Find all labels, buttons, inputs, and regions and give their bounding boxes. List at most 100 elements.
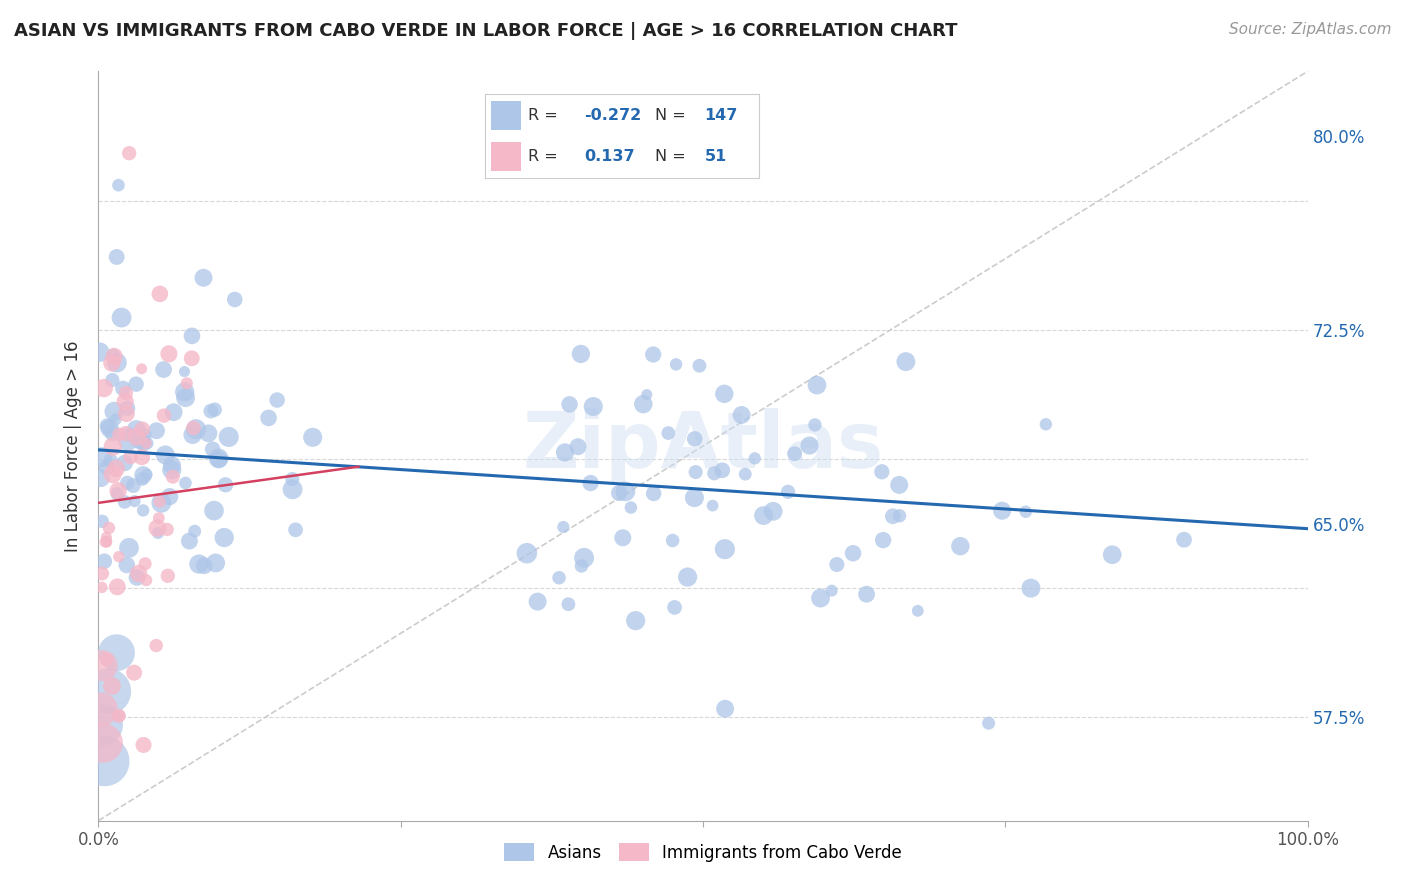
Point [200, 404, 222, 418]
Text: 147: 147 [704, 108, 738, 123]
Point [711, 463, 734, 477]
Point [114, 426, 136, 441]
Point [174, 391, 197, 405]
Point [93, 754, 115, 768]
Point [91, 736, 114, 750]
Point [804, 417, 827, 432]
Point [128, 566, 150, 581]
Point [714, 702, 737, 716]
Point [101, 467, 124, 482]
Point [146, 521, 169, 535]
Point [100, 453, 122, 467]
Point [108, 708, 131, 723]
Point [810, 591, 832, 605]
Text: -0.272: -0.272 [583, 108, 641, 123]
Point [149, 494, 172, 508]
Point [612, 531, 634, 545]
Point [218, 430, 240, 444]
Point [96, 535, 118, 549]
Point [101, 426, 124, 441]
Y-axis label: In Labor Force | Age > 16: In Labor Force | Age > 16 [63, 340, 82, 552]
Point [104, 354, 127, 368]
Point [257, 410, 280, 425]
Point [977, 716, 1000, 731]
Text: N =: N = [655, 149, 690, 164]
Point [153, 409, 176, 423]
Point [107, 483, 129, 498]
Point [184, 422, 207, 436]
Point [620, 500, 643, 515]
Point [752, 508, 775, 523]
Point [842, 546, 865, 560]
Point [156, 569, 179, 583]
Point [135, 573, 157, 587]
Point [734, 467, 756, 482]
Point [208, 452, 231, 467]
Point [207, 451, 229, 466]
Point [124, 494, 146, 508]
Point [96, 530, 118, 544]
Point [949, 539, 972, 553]
FancyBboxPatch shape [491, 102, 520, 130]
Point [180, 351, 202, 366]
Point [907, 604, 929, 618]
Point [101, 373, 124, 387]
Point [633, 397, 655, 411]
Point [103, 349, 125, 363]
Point [301, 430, 323, 444]
Point [105, 250, 128, 264]
Point [548, 571, 571, 585]
Point [614, 484, 637, 499]
Point [108, 427, 131, 442]
Point [131, 450, 153, 464]
Point [152, 362, 174, 376]
Point [176, 376, 198, 391]
Point [683, 432, 706, 446]
Point [702, 499, 724, 513]
Point [201, 442, 224, 457]
Point [145, 639, 167, 653]
Point [744, 451, 766, 466]
Point [1019, 581, 1042, 595]
Point [730, 408, 752, 422]
Point [872, 533, 894, 548]
Point [135, 436, 157, 450]
Point [114, 394, 136, 409]
Point [281, 483, 304, 497]
Point [1035, 417, 1057, 432]
Point [179, 534, 201, 549]
Point [224, 293, 246, 307]
Point [183, 524, 205, 538]
Point [131, 361, 153, 376]
Point [173, 365, 195, 379]
Point [115, 558, 138, 572]
Point [101, 679, 124, 693]
Text: ASIAN VS IMMIGRANTS FROM CABO VERDE IN LABOR FORCE | AGE > 16 CORRELATION CHART: ASIAN VS IMMIGRANTS FROM CABO VERDE IN L… [14, 22, 957, 40]
Point [149, 286, 172, 301]
Point [118, 541, 141, 555]
Point [870, 465, 893, 479]
Point [155, 448, 177, 462]
Point [107, 178, 129, 193]
Text: R =: R = [527, 108, 562, 123]
Text: ZipAtlas: ZipAtlas [523, 408, 883, 484]
Point [136, 436, 159, 450]
Point [204, 402, 226, 417]
Point [266, 392, 288, 407]
Text: Source: ZipAtlas.com: Source: ZipAtlas.com [1229, 22, 1392, 37]
Point [202, 503, 225, 517]
Point [96, 419, 118, 434]
Point [569, 347, 592, 361]
Point [624, 614, 647, 628]
Point [105, 646, 128, 660]
Point [163, 405, 186, 419]
Point [204, 556, 226, 570]
Point [661, 533, 683, 548]
Point [107, 549, 129, 564]
Point [762, 504, 785, 518]
Point [889, 508, 911, 523]
Point [212, 531, 235, 545]
Point [183, 421, 205, 435]
Point [582, 400, 605, 414]
Point [703, 467, 725, 481]
